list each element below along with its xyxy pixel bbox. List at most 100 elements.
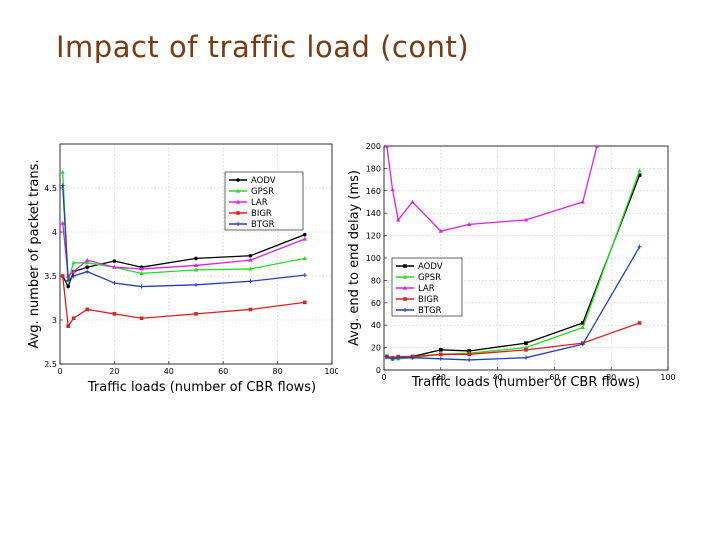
data-point-bigr [303, 300, 307, 305]
y-tick-label: 80 [371, 276, 381, 285]
x-tick-label: 80 [606, 373, 616, 382]
y-tick-label: 140 [366, 209, 381, 218]
x-tick-label: 20 [109, 367, 119, 376]
data-point-btgr [302, 273, 307, 278]
data-point-aodv [524, 341, 528, 345]
data-point-btgr [384, 354, 389, 359]
data-point-gpsr [248, 266, 253, 271]
y-tick-label: 2.5 [44, 360, 57, 369]
data-point-aodv [439, 348, 443, 352]
data-point-lar [302, 236, 307, 241]
data-point-aodv [637, 173, 642, 177]
series-aodv [60, 232, 307, 289]
data-point-gpsr [85, 260, 90, 265]
data-point-aodv [85, 265, 89, 269]
legend-marker-lar [402, 285, 408, 290]
data-point-bigr [248, 307, 253, 312]
y-tick-label: 180 [366, 164, 381, 173]
data-point-aodv [66, 284, 70, 289]
data-point-btgr [410, 355, 415, 360]
data-point-aodv [112, 259, 117, 263]
data-point-btgr [85, 269, 90, 274]
y-axis-label: Avg. number of packet trans. [27, 159, 42, 348]
x-tick-label: 40 [493, 373, 503, 382]
legend-label-gpsr: GPSR [418, 273, 441, 283]
data-point-lar [112, 264, 117, 269]
y-axis-label: Avg. end to end delay (ms) [347, 170, 362, 346]
legend-marker-gpsr [235, 188, 241, 193]
x-tick-label: 20 [436, 373, 446, 382]
data-point-bigr [637, 321, 642, 325]
series-bigr [60, 274, 307, 328]
data-point-bigr [194, 312, 198, 316]
x-tick-label: 80 [273, 367, 283, 376]
data-point-lar [60, 220, 65, 225]
legend-label-btgr: BTGR [251, 220, 275, 230]
legend-label-lar: LAR [251, 198, 268, 208]
data-point-bigr [524, 348, 528, 352]
data-point-gpsr [302, 256, 307, 260]
data-point-btgr [139, 284, 144, 289]
y-tick-label: 4 [52, 228, 57, 237]
y-tick-label: 60 [371, 299, 381, 308]
series-btgr [384, 244, 642, 362]
data-point-btgr [396, 355, 401, 360]
data-point-btgr [112, 281, 117, 286]
data-point-btgr [66, 278, 71, 283]
series-line-bigr [386, 322, 640, 359]
data-point-gpsr [637, 168, 642, 173]
legend-marker-btgr [403, 308, 407, 312]
data-point-lar [193, 263, 199, 268]
data-point-lar [384, 146, 390, 148]
data-point-lar [248, 257, 253, 262]
x-tick-label: 60 [549, 373, 559, 382]
data-point-gpsr [580, 325, 585, 330]
data-point-aodv [194, 256, 198, 261]
x-tick-label: 40 [164, 367, 174, 376]
data-point-btgr [390, 356, 395, 361]
data-point-lar [71, 269, 76, 274]
series-line-bigr [62, 275, 305, 328]
data-point-bigr [66, 324, 70, 328]
data-point-gpsr [139, 271, 144, 275]
x-tick-label: 100 [660, 373, 675, 382]
slide-title: Impact of traffic load (cont) [56, 30, 470, 64]
data-point-lar [523, 217, 529, 222]
legend-label-gpsr: GPSR [251, 187, 274, 197]
y-tick-label: 3 [52, 316, 57, 325]
legend-label-aodv: AODV [418, 262, 443, 272]
series-line-lar [386, 146, 598, 232]
data-point-gpsr [71, 260, 76, 265]
legend-marker-aodv [236, 178, 240, 182]
y-tick-label: 100 [366, 254, 381, 263]
data-point-lar [139, 266, 144, 271]
data-point-btgr [637, 244, 642, 249]
legend-marker-bigr [403, 297, 407, 301]
legend-label-bigr: BIGR [251, 209, 272, 219]
x-tick-label: 0 [57, 367, 62, 376]
series-line-lar [62, 223, 306, 278]
data-point-bigr [112, 312, 117, 316]
x-axis-label: Traffic loads (number of CBR flows) [411, 375, 640, 390]
data-point-btgr [71, 274, 76, 278]
chart-end-to-end-delay: 0 20 40 60 80 100 0 20 40 60 80 100 120 140 160 180 200 T… [342, 130, 676, 400]
data-point-bigr [85, 307, 89, 312]
series-btgr [60, 183, 307, 289]
data-point-lar [594, 146, 600, 148]
chart-packet-transmissions: 0 20 40 60 80 100 2.5 3 3.5 4 4.5 Traffic loads (nu… [22, 130, 338, 398]
data-point-bigr [139, 316, 144, 321]
data-point-gpsr [60, 169, 65, 174]
legend-marker-btgr [236, 222, 240, 226]
legend-marker-gpsr [402, 274, 408, 279]
x-tick-label: 0 [381, 373, 386, 382]
data-point-lar [438, 228, 443, 233]
data-point-lar [410, 199, 415, 204]
y-tick-label: 20 [371, 344, 381, 353]
data-point-btgr [60, 183, 65, 188]
y-tick-label: 0 [376, 366, 381, 375]
legend-label-btgr: BTGR [418, 306, 442, 316]
data-point-bigr [439, 352, 443, 357]
data-point-btgr [467, 357, 472, 362]
